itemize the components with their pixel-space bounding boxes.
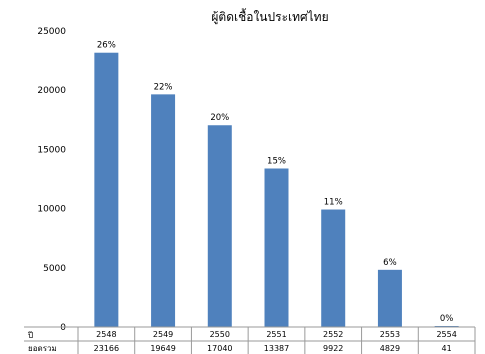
bar-percent-label: 15% — [267, 156, 286, 166]
table-total-cell: 9922 — [323, 344, 343, 353]
bar — [321, 209, 346, 327]
x-tick-label: 2552 — [323, 330, 343, 339]
table-total-cell: 17040 — [207, 344, 232, 353]
table-total-cell: 23166 — [94, 344, 119, 353]
bar — [151, 94, 176, 328]
x-tick-label: 2548 — [96, 330, 116, 339]
table-row-label-year: ปี — [27, 331, 33, 340]
table-total-cell: 41 — [442, 344, 452, 353]
x-tick-label: 2551 — [266, 330, 286, 339]
bar-percent-label: 6% — [383, 258, 397, 268]
x-tick-label: 2553 — [380, 330, 400, 339]
bars-group — [94, 52, 459, 328]
data-labels-group: 26% 22% 20% 15% 11% 6% 0% — [97, 41, 453, 324]
bar — [377, 269, 402, 327]
bar-percent-label: 0% — [440, 314, 454, 324]
bar-percent-label: 26% — [97, 41, 116, 51]
data-table: ปียอดรวม 2548 23166 2549 19649 2550 17040 2551 1… — [24, 326, 476, 354]
table-total-cell: 19649 — [150, 344, 175, 353]
y-tick-label: 15000 — [37, 145, 66, 155]
bar — [207, 125, 232, 327]
bar-percent-label: 22% — [154, 82, 173, 92]
bar — [264, 168, 289, 327]
y-axis: 0 5000 10000 15000 20000 25000 — [37, 27, 66, 333]
table-row-label-total: ยอดรวม — [28, 344, 57, 353]
table-total-cell: 13387 — [264, 344, 289, 353]
bar-percent-label: 11% — [324, 198, 343, 208]
x-tick-label: 2554 — [436, 330, 456, 339]
x-tick-label: 2549 — [153, 330, 173, 339]
y-tick-label: 0 — [60, 323, 66, 333]
y-tick-label: 5000 — [43, 264, 66, 274]
y-tick-label: 20000 — [37, 86, 66, 96]
table-total-cell: 4829 — [380, 344, 400, 353]
bar-percent-label: 20% — [210, 113, 229, 123]
bar — [94, 52, 119, 327]
x-tick-label: 2550 — [210, 330, 230, 339]
y-tick-label: 10000 — [37, 205, 66, 215]
y-tick-label: 25000 — [37, 27, 66, 37]
chart-title: ผู้ติดเชื้อในประเทศไทย — [211, 8, 328, 25]
